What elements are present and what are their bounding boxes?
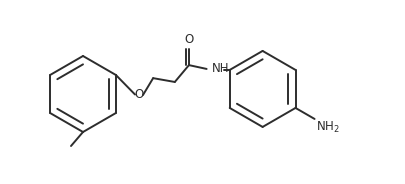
Text: O: O: [184, 33, 193, 46]
Text: NH: NH: [211, 62, 228, 75]
Text: NH$_2$: NH$_2$: [315, 120, 339, 135]
Text: O: O: [134, 89, 143, 102]
